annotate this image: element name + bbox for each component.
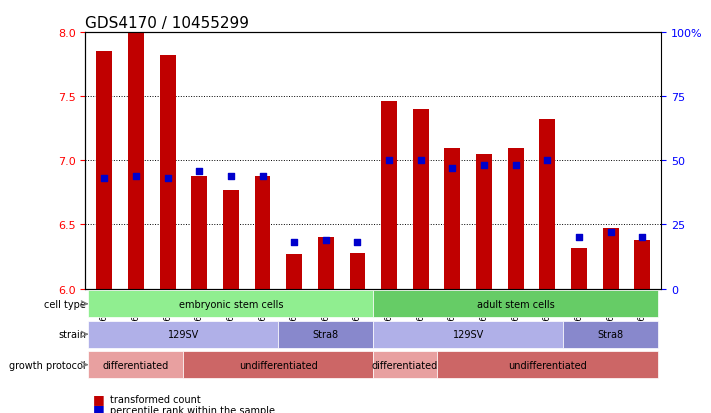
Bar <box>128 33 144 289</box>
Text: transformed count: transformed count <box>110 394 201 404</box>
Text: undifferentiated: undifferentiated <box>239 360 318 370</box>
Bar <box>603 229 619 289</box>
Point <box>510 163 521 169</box>
Point <box>193 168 205 174</box>
FancyBboxPatch shape <box>88 321 278 348</box>
Point <box>162 176 173 182</box>
Bar <box>350 253 365 289</box>
Bar <box>508 148 523 289</box>
Point <box>479 163 490 169</box>
FancyBboxPatch shape <box>563 321 658 348</box>
Text: 129SV: 129SV <box>168 330 199 339</box>
FancyBboxPatch shape <box>88 290 373 318</box>
Bar <box>255 176 270 289</box>
Text: ■: ■ <box>92 392 105 405</box>
FancyBboxPatch shape <box>278 321 373 348</box>
Text: undifferentiated: undifferentiated <box>508 360 587 370</box>
Bar <box>97 52 112 289</box>
Bar <box>413 110 429 289</box>
Point <box>415 158 427 164</box>
Bar <box>634 240 650 289</box>
Point <box>289 240 300 246</box>
Bar <box>160 56 176 289</box>
Text: ■: ■ <box>92 402 105 413</box>
FancyBboxPatch shape <box>88 351 183 378</box>
Bar <box>287 254 302 289</box>
Bar <box>476 154 492 289</box>
Bar <box>191 176 207 289</box>
Text: cell type: cell type <box>44 299 86 309</box>
Text: differentiated: differentiated <box>372 360 438 370</box>
Bar <box>571 248 587 289</box>
Point <box>352 240 363 246</box>
Text: growth protocol: growth protocol <box>9 360 86 370</box>
Point <box>99 176 110 182</box>
Point <box>383 158 395 164</box>
Bar <box>540 120 555 289</box>
Point <box>636 234 648 241</box>
Point <box>320 237 331 244</box>
Point <box>605 229 616 236</box>
Bar <box>223 190 239 289</box>
FancyBboxPatch shape <box>437 351 658 378</box>
Text: adult stem cells: adult stem cells <box>477 299 555 309</box>
Point <box>573 234 584 241</box>
Text: embryonic stem cells: embryonic stem cells <box>178 299 283 309</box>
Point <box>225 173 237 180</box>
FancyBboxPatch shape <box>373 321 563 348</box>
FancyBboxPatch shape <box>373 290 658 318</box>
Point <box>130 173 141 180</box>
Bar <box>444 148 460 289</box>
Text: differentiated: differentiated <box>103 360 169 370</box>
FancyBboxPatch shape <box>183 351 373 378</box>
Text: GDS4170 / 10455299: GDS4170 / 10455299 <box>85 16 250 31</box>
Text: Stra8: Stra8 <box>597 330 624 339</box>
Point <box>542 158 553 164</box>
Text: 129SV: 129SV <box>453 330 483 339</box>
FancyBboxPatch shape <box>373 351 437 378</box>
Point <box>447 165 458 172</box>
Bar <box>318 237 333 289</box>
Bar <box>381 102 397 289</box>
Point <box>257 173 268 180</box>
Text: percentile rank within the sample: percentile rank within the sample <box>110 405 275 413</box>
Text: Stra8: Stra8 <box>313 330 339 339</box>
Text: strain: strain <box>58 330 86 339</box>
